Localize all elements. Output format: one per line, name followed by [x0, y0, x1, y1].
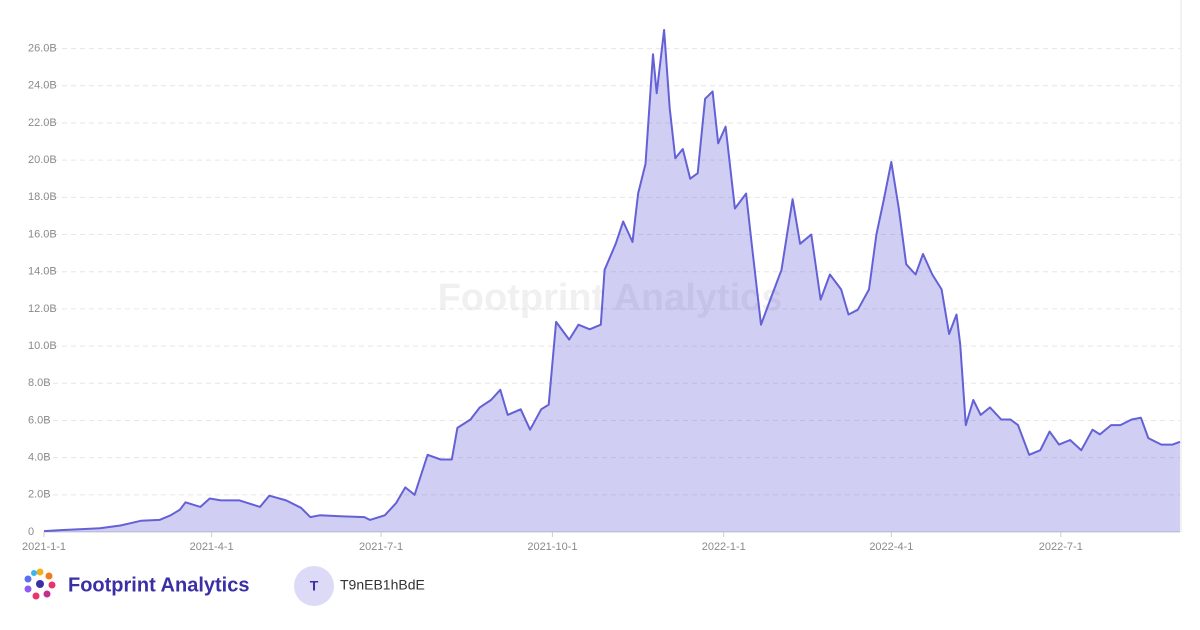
area — [44, 30, 1180, 532]
x-tick-label: 2022-4-1 — [869, 541, 913, 553]
brand-name: Footprint Analytics — [68, 574, 249, 596]
y-tick-label: 18.0B — [28, 191, 57, 203]
y-tick-label: 26.0B — [28, 42, 57, 54]
y-tick-label: 24.0B — [28, 80, 57, 92]
line — [43, 29, 1181, 533]
y-tick-label: 12.0B — [28, 303, 57, 315]
y-tick-label: 4.0B — [28, 452, 51, 464]
y-tick-label: 6.0B — [28, 414, 51, 426]
brand-logo — [24, 568, 56, 600]
avatar-letter: T — [310, 578, 319, 594]
y-tick-label: 2.0B — [28, 489, 51, 501]
y-tick-label: 10.0B — [28, 340, 57, 352]
x-tick-label: 2021-1-1 — [22, 541, 66, 553]
y-tick-label: 0 — [28, 526, 34, 538]
y-tick-label: 20.0B — [28, 154, 57, 166]
user-name: T9nEB1hBdE — [340, 577, 425, 593]
x-tick-label: 2022-1-1 — [702, 541, 746, 553]
avatar — [294, 566, 334, 606]
x-tick-label: 2021-4-1 — [190, 541, 234, 553]
plot-area: Footprint Analytics 0 2.0B 4.0B 6.0B 8.0B 10.0… — [22, 29, 1181, 553]
x-tick-label: 2021-7-1 — [359, 541, 403, 553]
y-tick-label: 16.0B — [28, 228, 57, 240]
y-tick-label: 22.0B — [28, 117, 57, 129]
y-tick-label: 8.0B — [28, 377, 51, 389]
x-tick-label: 2022-7-1 — [1039, 541, 1083, 553]
x-tick-label: 2021-10-1 — [527, 541, 577, 553]
y-tick-label: 14.0B — [28, 266, 57, 278]
watermark: Footprint Analytics — [438, 277, 783, 319]
